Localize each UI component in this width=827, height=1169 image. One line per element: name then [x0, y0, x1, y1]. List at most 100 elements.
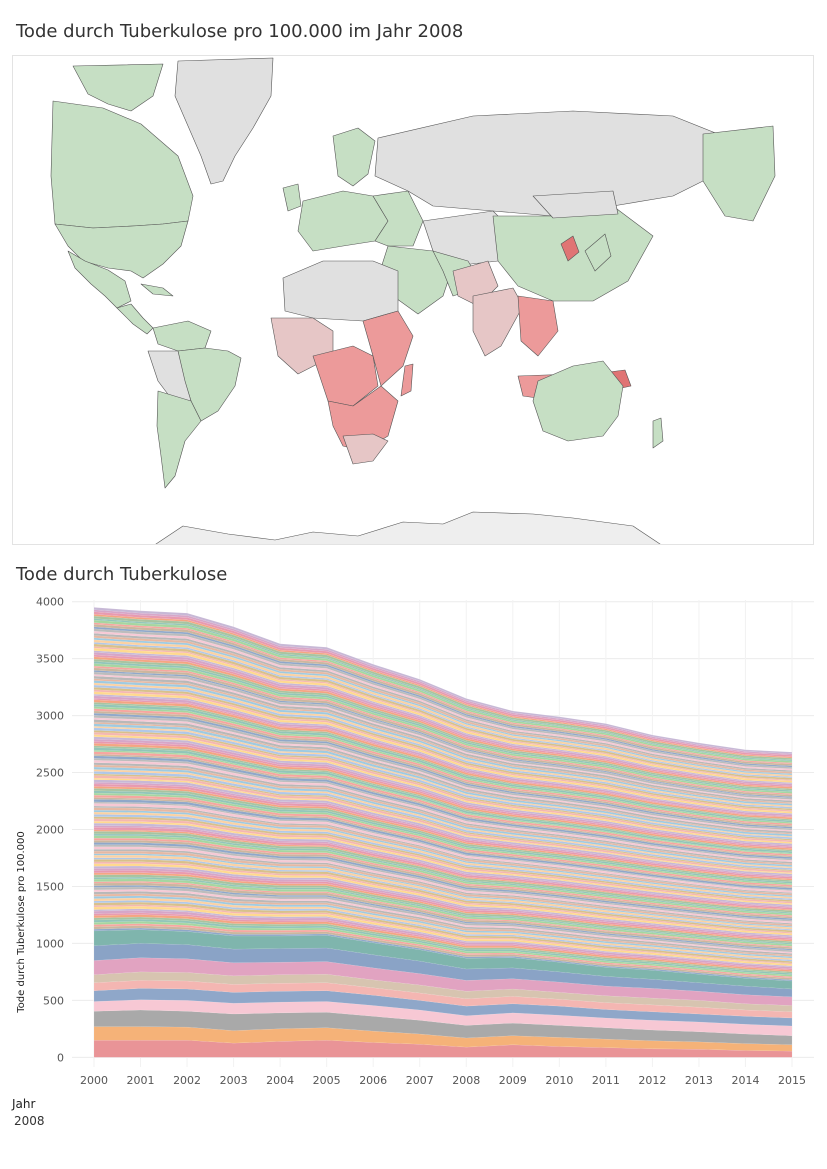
south-africa[interactable] — [342, 433, 389, 465]
australia[interactable] — [532, 360, 624, 442]
usa[interactable] — [54, 220, 189, 279]
series-band[interactable] — [93, 829, 793, 911]
series-band[interactable] — [93, 882, 793, 950]
year-filter-label: Jahr — [12, 1097, 36, 1111]
x-tick-label: 2001 — [127, 1074, 155, 1087]
x-tick-label: 2009 — [499, 1074, 527, 1087]
map-title: Tode durch Tuberkulose pro 100.000 im Ja… — [16, 21, 464, 42]
series-bands[interactable] — [93, 607, 793, 1058]
series-band[interactable] — [93, 734, 793, 844]
series-band[interactable] — [93, 927, 793, 982]
series-band[interactable] — [93, 607, 793, 754]
southern-africa[interactable] — [327, 385, 399, 452]
x-tick-label: 2004 — [266, 1074, 294, 1087]
series-band[interactable] — [93, 663, 793, 794]
series-band[interactable] — [93, 618, 793, 762]
korea[interactable] — [560, 235, 580, 262]
series-band[interactable] — [93, 611, 793, 758]
x-axis-tick-labels: 2000 2001 2002 2003 2004 2005 2006 2007 2008 2009… — [80, 1074, 806, 1087]
series-band[interactable] — [93, 895, 793, 959]
uk[interactable] — [282, 183, 302, 212]
antarctica[interactable] — [153, 511, 663, 545]
chart-title: Tode durch Tuberkulose — [16, 564, 228, 585]
series-band[interactable] — [93, 695, 793, 817]
x-tick-label: 2015 — [778, 1074, 806, 1087]
series-band[interactable] — [93, 699, 793, 820]
world-map-canvas[interactable] — [13, 56, 814, 545]
mexico[interactable] — [67, 250, 132, 309]
series-band[interactable] — [93, 786, 793, 881]
y-tick-label: 2500 — [36, 767, 64, 780]
y-axis-label: Tode durch Tuberkulose pro 100.000 — [16, 831, 27, 1013]
alaska[interactable] — [702, 125, 776, 222]
series-band[interactable] — [93, 614, 793, 759]
arctic-islands[interactable] — [72, 63, 164, 112]
series-band[interactable] — [93, 881, 793, 948]
x-tick-label: 2003 — [220, 1074, 248, 1087]
colombia-venezuela[interactable] — [152, 320, 212, 352]
east-africa[interactable] — [362, 310, 414, 387]
series-band[interactable] — [93, 773, 793, 872]
series-band[interactable] — [93, 781, 793, 878]
series-band[interactable] — [93, 646, 793, 781]
series-band[interactable] — [93, 708, 793, 826]
mongolia[interactable] — [532, 190, 619, 219]
western-europe[interactable] — [297, 190, 389, 252]
series-band[interactable] — [93, 753, 793, 858]
series-band[interactable] — [93, 760, 793, 863]
series-band[interactable] — [93, 794, 793, 887]
argentina-chile[interactable] — [156, 390, 202, 489]
x-tick-label: 2008 — [452, 1074, 480, 1087]
caribbean[interactable] — [140, 283, 174, 297]
series-band[interactable] — [93, 680, 793, 806]
series-band[interactable] — [93, 900, 793, 962]
southeast-asia[interactable] — [517, 295, 559, 357]
series-band[interactable] — [93, 921, 793, 977]
world-map[interactable] — [12, 55, 814, 545]
series-band[interactable] — [93, 637, 793, 776]
series-band[interactable] — [93, 766, 793, 867]
x-tick-label: 2011 — [592, 1074, 620, 1087]
eastern-europe[interactable] — [372, 190, 424, 247]
series-band[interactable] — [93, 918, 793, 976]
series-band[interactable] — [93, 650, 793, 785]
greenland[interactable] — [174, 57, 274, 185]
series-band[interactable] — [93, 675, 793, 803]
madagascar[interactable] — [400, 363, 414, 397]
series-band[interactable] — [93, 639, 793, 777]
series-band[interactable] — [93, 1009, 793, 1045]
series-band[interactable] — [93, 910, 793, 969]
series-band[interactable] — [93, 717, 793, 832]
y-axis-tick-labels: 0 500 1000 1500 2000 2500 3000 3500 4000 — [36, 596, 64, 1065]
canada[interactable] — [50, 100, 194, 229]
x-tick-label: 2002 — [173, 1074, 201, 1087]
x-tick-label: 2013 — [685, 1074, 713, 1087]
series-band[interactable] — [93, 957, 793, 1006]
y-tick-label: 1000 — [36, 937, 64, 950]
series-band[interactable] — [93, 872, 793, 942]
russia[interactable] — [374, 110, 724, 217]
series-band[interactable] — [93, 630, 793, 771]
x-tick-label: 2014 — [731, 1074, 759, 1087]
new-zealand[interactable] — [652, 417, 664, 449]
series-band[interactable] — [93, 809, 793, 898]
y-tick-label: 3000 — [36, 710, 64, 723]
north-africa[interactable] — [282, 260, 399, 322]
series-band[interactable] — [93, 857, 793, 931]
year-filter-value[interactable]: 2008 — [14, 1114, 45, 1128]
india[interactable] — [472, 287, 524, 357]
series-band[interactable] — [93, 999, 793, 1036]
series-band[interactable] — [93, 837, 793, 917]
series-band[interactable] — [93, 743, 793, 851]
series-band[interactable] — [93, 732, 793, 843]
series-band[interactable] — [93, 891, 793, 956]
x-tick-label: 2005 — [313, 1074, 341, 1087]
series-band[interactable] — [93, 893, 793, 957]
central-america[interactable] — [116, 303, 154, 335]
japan[interactable] — [584, 233, 612, 272]
series-band[interactable] — [93, 929, 793, 990]
series-band[interactable] — [93, 749, 793, 855]
scandinavia[interactable] — [332, 127, 376, 187]
x-tick-label: 2000 — [80, 1074, 108, 1087]
